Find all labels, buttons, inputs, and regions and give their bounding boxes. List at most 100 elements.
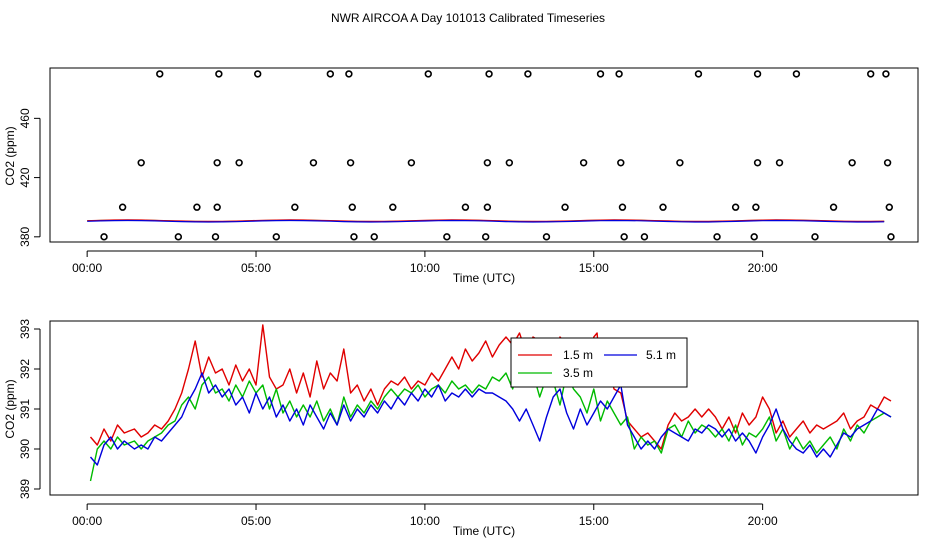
scatter-points-top (100, 70, 895, 241)
data-point (389, 203, 397, 211)
x-axis-label-top: Time (UTC) (453, 271, 515, 285)
x-tick-label-top: 00:00 (72, 261, 102, 275)
x-tick-label-bottom: 20:00 (748, 514, 778, 528)
data-point (887, 233, 895, 241)
data-point (156, 70, 164, 78)
data-point (272, 233, 280, 241)
data-point (213, 159, 221, 167)
data-point (174, 233, 183, 241)
data-point (542, 233, 551, 241)
data-point (483, 203, 492, 211)
data-point (848, 159, 856, 167)
data-point (461, 203, 470, 211)
axes-bottom: 00:00 05:00 10:00 15:00 20:00 389 390 391 392 393 (18, 319, 778, 528)
y-axis-label-top: CO2 (ppm) (3, 126, 17, 185)
x-tick-label-bottom: 15:00 (579, 514, 609, 528)
data-point (867, 70, 875, 78)
legend-label-3-5m: 3.5 m (563, 366, 593, 380)
data-point (620, 233, 628, 241)
plot-frame-top (49, 67, 919, 243)
panel-all-data: 00:00 05:00 10:00 15:00 20:00 380 420 460 Time … (3, 67, 919, 285)
series-line-1-5-m (89, 324, 892, 450)
data-point (309, 159, 318, 167)
y-tick-label-bottom: 393 (18, 319, 32, 339)
axes-top: 00:00 05:00 10:00 15:00 20:00 380 420 460 (18, 108, 778, 275)
data-point (291, 203, 299, 211)
series-line-3-5-m (89, 360, 892, 482)
chart-title: NWR AIRCOA A Day 101013 Calibrated Times… (331, 11, 605, 25)
data-point (579, 159, 588, 167)
data-point (211, 233, 220, 241)
data-point (753, 70, 762, 78)
x-tick-label-bottom: 10:00 (410, 514, 440, 528)
data-point (596, 70, 605, 78)
data-point (326, 70, 335, 78)
data-point (618, 203, 627, 211)
data-point (659, 203, 667, 211)
data-point (505, 159, 514, 167)
data-point (424, 70, 432, 78)
y-axis-label-bottom: CO2 (ppm) (3, 379, 17, 438)
legend-box (510, 337, 688, 388)
x-tick-label-bottom: 05:00 (241, 514, 271, 528)
data-point (370, 233, 378, 241)
data-point (811, 233, 819, 241)
y-tick-label-bottom: 392 (18, 359, 32, 379)
data-point (694, 70, 703, 78)
data-point (254, 70, 262, 78)
series-line-5-1-m (89, 372, 892, 466)
series-line-top-5-1m (87, 219, 885, 223)
data-point (213, 203, 221, 211)
data-point (753, 159, 762, 167)
y-tick-label-top: 380 (18, 226, 32, 246)
x-tick-label-bottom: 00:00 (72, 514, 102, 528)
data-point (829, 203, 838, 211)
series-lines-top (87, 219, 885, 223)
data-point (713, 233, 721, 241)
data-point (118, 203, 127, 211)
data-point (483, 159, 492, 167)
panel-heights: 00:00 05:00 10:00 15:00 20:00 389 390 391 392 393… (3, 319, 919, 538)
y-tick-label-bottom: 389 (18, 479, 32, 499)
data-point (193, 203, 201, 211)
legend-label-1-5m: 1.5 m (563, 348, 593, 362)
series-lines-bottom (89, 324, 892, 482)
legend-label-5-1m: 5.1 m (646, 348, 676, 362)
data-point (883, 159, 892, 167)
data-point (443, 233, 451, 241)
data-point (100, 233, 108, 241)
data-point (348, 203, 356, 211)
data-point (407, 159, 416, 167)
data-point (750, 233, 758, 241)
data-point (481, 233, 490, 241)
data-point (524, 70, 532, 78)
data-point (346, 159, 355, 167)
data-point (640, 233, 649, 241)
data-point (615, 70, 623, 78)
data-point (345, 70, 353, 78)
data-point (137, 159, 145, 167)
data-point (752, 203, 760, 211)
data-point (561, 203, 569, 211)
x-tick-label-top: 15:00 (579, 261, 609, 275)
data-point (350, 233, 358, 241)
data-point (882, 70, 890, 78)
y-tick-label-top: 460 (18, 108, 32, 128)
legend: 1.5 m 5.1 m 3.5 m (510, 337, 688, 388)
data-point (215, 70, 223, 78)
x-tick-label-top: 10:00 (410, 261, 440, 275)
data-point (792, 70, 801, 78)
data-point (775, 159, 784, 167)
data-point (676, 159, 684, 167)
y-tick-label-top: 420 (18, 167, 32, 187)
x-tick-label-top: 05:00 (241, 261, 271, 275)
y-tick-label-bottom: 391 (18, 399, 32, 419)
plot-frame-bottom (49, 320, 919, 496)
data-point (235, 159, 243, 167)
x-tick-label-top: 20:00 (748, 261, 778, 275)
y-tick-label-bottom: 390 (18, 439, 32, 459)
data-point (485, 70, 493, 78)
data-point (731, 203, 740, 211)
x-axis-label-bottom: Time (UTC) (453, 524, 515, 538)
